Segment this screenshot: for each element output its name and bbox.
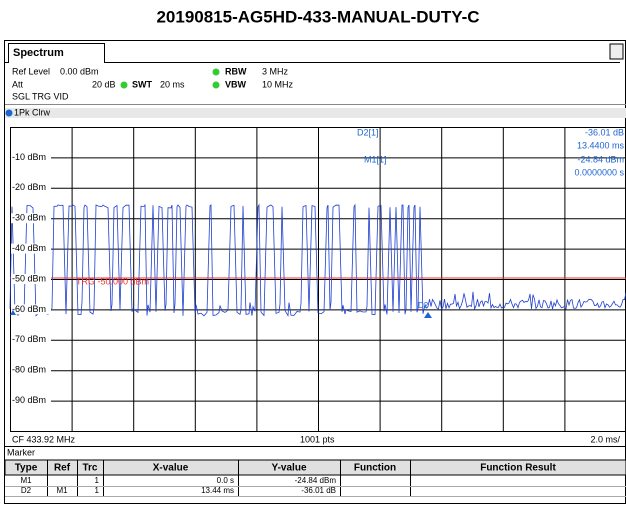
icon[interactable] bbox=[609, 43, 624, 60]
label-bg bbox=[11, 365, 51, 376]
trace bbox=[9, 203, 626, 317]
marker-name: D2[1] bbox=[357, 127, 379, 137]
setting-label: RBW bbox=[225, 66, 247, 76]
y-label: -90 dBm bbox=[12, 395, 46, 405]
table-header bbox=[4, 459, 626, 476]
trace-marker: D2 bbox=[418, 301, 429, 310]
cell: 0.0 s bbox=[217, 476, 234, 485]
y-label: -20 dBm bbox=[12, 182, 46, 192]
label-bg bbox=[11, 182, 51, 193]
label-bg bbox=[11, 152, 51, 163]
label-bg bbox=[11, 243, 51, 254]
tab-outline bbox=[5, 43, 620, 63]
cell: -24.84 dBm bbox=[295, 476, 337, 485]
setting-value: 20 dB bbox=[92, 79, 116, 89]
cell: M1 bbox=[56, 486, 68, 495]
marker-value: -36.01 dB bbox=[585, 127, 624, 137]
marker-name: M1[1] bbox=[364, 154, 387, 164]
column-header: Y-value bbox=[271, 463, 306, 474]
footer-span: 2.0 ms/ bbox=[590, 434, 620, 444]
setting-label: Att bbox=[12, 79, 24, 89]
cell: -36.01 dB bbox=[301, 486, 336, 495]
marker-table: Type Ref Trc X-value Y-value Function Function… bbox=[4, 459, 626, 497]
column-header: X-value bbox=[153, 463, 189, 474]
column-header: Type bbox=[15, 463, 38, 474]
column-header: Function Result bbox=[480, 463, 556, 474]
cell: D2 bbox=[21, 486, 32, 495]
setting-value: 0.00 dBm bbox=[60, 66, 99, 76]
marker-value: 13.4400 ms bbox=[577, 140, 625, 150]
label-bg bbox=[11, 395, 51, 406]
setting-value: 20 ms bbox=[160, 79, 185, 89]
setting-label: VBW bbox=[225, 79, 247, 89]
column-header: Function bbox=[354, 463, 396, 474]
y-label: -50 dBm bbox=[12, 273, 46, 283]
table-title: Marker bbox=[7, 447, 35, 457]
setting-value: 10 MHz bbox=[262, 79, 294, 89]
dot bbox=[120, 81, 128, 89]
y-label: -80 dBm bbox=[12, 365, 46, 375]
y-label: -10 dBm bbox=[12, 152, 46, 162]
column-header: Ref bbox=[54, 463, 71, 474]
trace-line bbox=[9, 203, 626, 317]
marker-value: 0.0000000 s bbox=[574, 167, 624, 177]
y-label: -60 dBm bbox=[12, 304, 46, 314]
trace-label: 1Pk Clrw bbox=[14, 107, 51, 117]
cell: M1 bbox=[20, 476, 32, 485]
dot bbox=[212, 68, 220, 76]
y-label: -40 dBm bbox=[12, 243, 46, 253]
setting-value: 3 MHz bbox=[262, 66, 289, 76]
footer-center: CF 433.92 MHz bbox=[12, 434, 76, 444]
label-bg bbox=[11, 334, 51, 345]
title: 20190815-AG5HD-433-MANUAL-DUTY-C bbox=[156, 7, 479, 26]
marker-arrow bbox=[10, 310, 16, 315]
label-bg bbox=[11, 274, 51, 284]
y-label: -30 dBm bbox=[12, 213, 46, 223]
setting-label: Ref Level bbox=[12, 66, 50, 76]
tab[interactable]: Spectrum bbox=[13, 47, 64, 59]
trigger-label: TRG -50.000 dBm bbox=[76, 276, 149, 286]
label-bg bbox=[11, 213, 51, 224]
y-label: -70 dBm bbox=[12, 334, 46, 344]
marker-value: -24.84 dBm bbox=[577, 154, 624, 164]
trace-bar bbox=[5, 108, 626, 118]
column-header: Trc bbox=[82, 463, 97, 474]
setting-value: SGL TRG VID bbox=[12, 91, 69, 101]
cell: 1 bbox=[95, 486, 100, 495]
trace-dot bbox=[5, 109, 13, 117]
label-bg bbox=[11, 304, 51, 315]
dot bbox=[212, 81, 220, 89]
cell: 13.44 ms bbox=[201, 486, 234, 495]
marker-arrow bbox=[424, 312, 432, 318]
cell: 1 bbox=[95, 476, 100, 485]
footer-points: 1001 pts bbox=[300, 434, 335, 444]
setting-label: SWT bbox=[132, 79, 152, 89]
